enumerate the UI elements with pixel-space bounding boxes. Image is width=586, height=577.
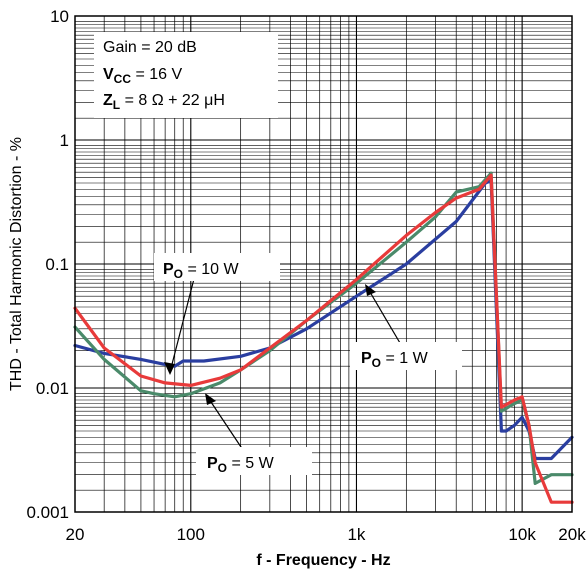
condition-zl: ZL = 8 Ω + 22 μH	[103, 92, 225, 112]
x-axis-title: f - Frequency - Hz	[256, 552, 390, 569]
condition-vcc: VCC = 16 V	[103, 66, 182, 86]
plot-frame	[74, 15, 573, 513]
callout-1w-label: PO = 1 W	[361, 350, 429, 370]
series-line-2	[73, 173, 574, 504]
x-tick-label: 10k	[508, 525, 536, 544]
x-tick-label: 20k	[558, 525, 586, 544]
callout-1w: PO = 1 W	[350, 284, 462, 370]
x-tick-label: 100	[177, 525, 205, 544]
callout-5w-label: PO = 5 W	[207, 455, 275, 475]
conditions-box: Gain = 20 dB VCC = 16 V ZL = 8 Ω + 22 μH	[94, 32, 278, 118]
y-tick-label: 0.1	[45, 255, 69, 274]
y-axis-title: THD - Total Harmonic Distortion - %	[8, 137, 25, 391]
ticks-layer: 20 100 1k 10k 20k 0.001 0.01 0.1 1 10	[26, 7, 586, 544]
y-tick-label: 0.001	[26, 503, 69, 522]
callout-10w-label: PO = 10 W	[163, 261, 239, 281]
x-tick-label: 1k	[347, 525, 365, 544]
condition-gain: Gain = 20 dB	[103, 39, 197, 56]
callout-5w: PO = 5 W	[196, 393, 312, 475]
callout-10w: PO = 10 W	[154, 253, 280, 375]
y-tick-label: 1	[60, 131, 69, 150]
y-tick-label: 10	[50, 7, 69, 26]
y-tick-label: 0.01	[36, 379, 69, 398]
x-tick-label: 20	[66, 525, 85, 544]
